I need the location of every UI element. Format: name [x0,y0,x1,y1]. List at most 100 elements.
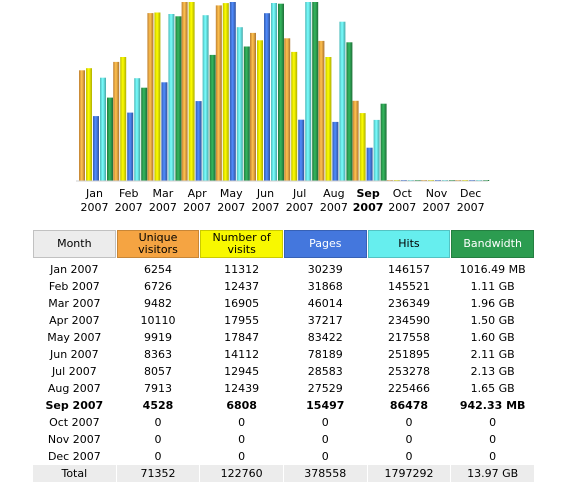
cell-visits: 17847 [224,331,260,344]
bar-hits-jul [305,2,312,181]
year-label-oct: 2007 [388,201,416,214]
cell-visitors: 6726 [143,280,172,293]
pages-header: Pages [283,230,367,258]
cell-bandwidth: 1016.49 MB [459,263,526,276]
bandwidth-header: Bandwidth [451,230,534,258]
cell-bandwidth: 0 [489,416,497,429]
table-row: Nov 2007 0 0 0 0 0 [33,431,534,448]
bar-hits-apr [202,15,209,182]
cell-month: Jan 2007 [50,263,99,276]
year-label-aug: 2007 [320,201,348,214]
cell-hits: 0 [405,450,413,463]
total-hits: 1797292 [367,465,451,482]
cell-pages: 15497 [306,399,345,412]
bar-visits-jun [257,40,263,181]
cell-visits: 0 [238,416,246,429]
bar-visits-sep [359,113,366,181]
total-visitors: 71352 [116,465,200,482]
cell-pages: 37217 [307,314,343,327]
cell-hits: 251895 [387,348,430,361]
unique-visitors-header-cell: Unique visitors [116,230,200,258]
cell-hits: 146157 [387,263,430,276]
year-label-mar: 2007 [149,201,177,214]
bar-pages-jan [93,116,99,181]
cell-pages: 78189 [307,348,343,361]
visits-header: Number of visits [200,230,283,258]
bar-visits-aug [325,57,332,181]
table-row: May 2007 9919 17847 83422 217558 1.60 GB [33,329,534,346]
cell-pages: 27529 [307,382,343,395]
table-row: Sep 2007 4528 6808 15497 86478 942.33 MB [33,397,534,414]
cell-visits: 12437 [224,280,260,293]
year-label-may: 2007 [217,201,245,214]
cell-visits: 12439 [224,382,260,395]
table-body: Jan 2007 6254 11312 30239 146157 1016.49 MB Fe… [33,261,534,465]
table-row: Aug 2007 7913 12439 27529 225466 1.65 GB [33,380,534,397]
bar-hits-sep [373,119,380,181]
cell-visits: 0 [238,450,246,463]
cell-bandwidth: 1.60 GB [470,331,515,344]
bar-hits-mar [168,14,175,181]
cell-hits: 0 [405,416,413,429]
bar-visits-feb [120,57,127,181]
month-label-nov: Nov [426,187,448,200]
month-label-aug: Aug [323,187,344,200]
monthly-history-chart: Jan2007Feb2007Mar2007Apr2007May2007Jun20… [76,2,490,214]
year-label-sep: 2007 [353,201,384,214]
cell-month: Nov 2007 [47,433,101,446]
monthly-stats-table: Month Unique visitors Number of visits P… [32,230,535,482]
bar-pages-aug [332,121,339,181]
cell-pages: 28583 [307,365,343,378]
cell-month: Jul 2007 [51,365,97,378]
cell-pages: 46014 [307,297,343,310]
cell-visitors: 9482 [143,297,172,310]
cell-bandwidth: 942.33 MB [459,399,526,412]
cell-pages: 31868 [307,280,343,293]
table-row: Jan 2007 6254 11312 30239 146157 1016.49 MB [33,261,534,278]
cell-visitors: 8363 [143,348,172,361]
cell-hits: 225466 [387,382,430,395]
bar-hits-jun [271,3,277,181]
bar-visits-jul [291,51,298,182]
month-label-apr: Apr [188,187,208,200]
hits-header-cell: Hits [367,230,451,258]
month-label-jun: Jun [256,187,274,200]
month-header-cell: Month [33,230,116,258]
table-row: Mar 2007 9482 16905 46014 236349 1.96 GB [33,295,534,312]
unique-visitors-header: Unique visitors [116,230,200,258]
bar-bandwidth-apr [209,54,216,181]
bar-visits-jan [86,68,92,181]
month-label-jul: Jul [292,187,306,200]
bandwidth-header-cell: Bandwidth [451,230,534,258]
year-label-feb: 2007 [115,201,143,214]
bar-visitors-aug [318,40,325,182]
bar-visits-apr [188,2,195,181]
cell-hits: 253278 [387,365,430,378]
cell-hits: 145521 [387,280,430,293]
bar-hits-feb [134,78,141,181]
bar-visitors-apr [181,2,188,181]
month-label-feb: Feb [119,187,138,200]
pages-header-cell: Pages [283,230,367,258]
cell-bandwidth: 2.11 GB [470,348,515,361]
month-label-mar: Mar [153,187,174,200]
month-label-jan: Jan [85,187,103,200]
total-visits: 122760 [200,465,283,482]
chart-axis-labels: Jan2007Feb2007Mar2007Apr2007May2007Jun20… [81,187,485,214]
month-label-oct: Oct [393,187,413,200]
year-label-apr: 2007 [183,201,211,214]
bar-visitors-jun [250,32,256,182]
chart-bars [79,2,490,182]
cell-visitors: 6254 [143,263,172,276]
cell-visitors: 8057 [143,365,172,378]
cell-pages: 30239 [307,263,343,276]
cell-hits: 86478 [389,399,429,412]
table-row: Jul 2007 8057 12945 28583 253278 2.13 GB [33,363,534,380]
cell-hits: 236349 [387,297,430,310]
bar-pages-mar [161,82,168,181]
cell-visits: 6808 [226,399,257,412]
table-row: Dec 2007 0 0 0 0 0 [33,448,534,465]
bar-visits-mar [154,12,161,181]
cell-bandwidth: 1.11 GB [470,280,515,293]
year-label-jun: 2007 [252,201,280,214]
